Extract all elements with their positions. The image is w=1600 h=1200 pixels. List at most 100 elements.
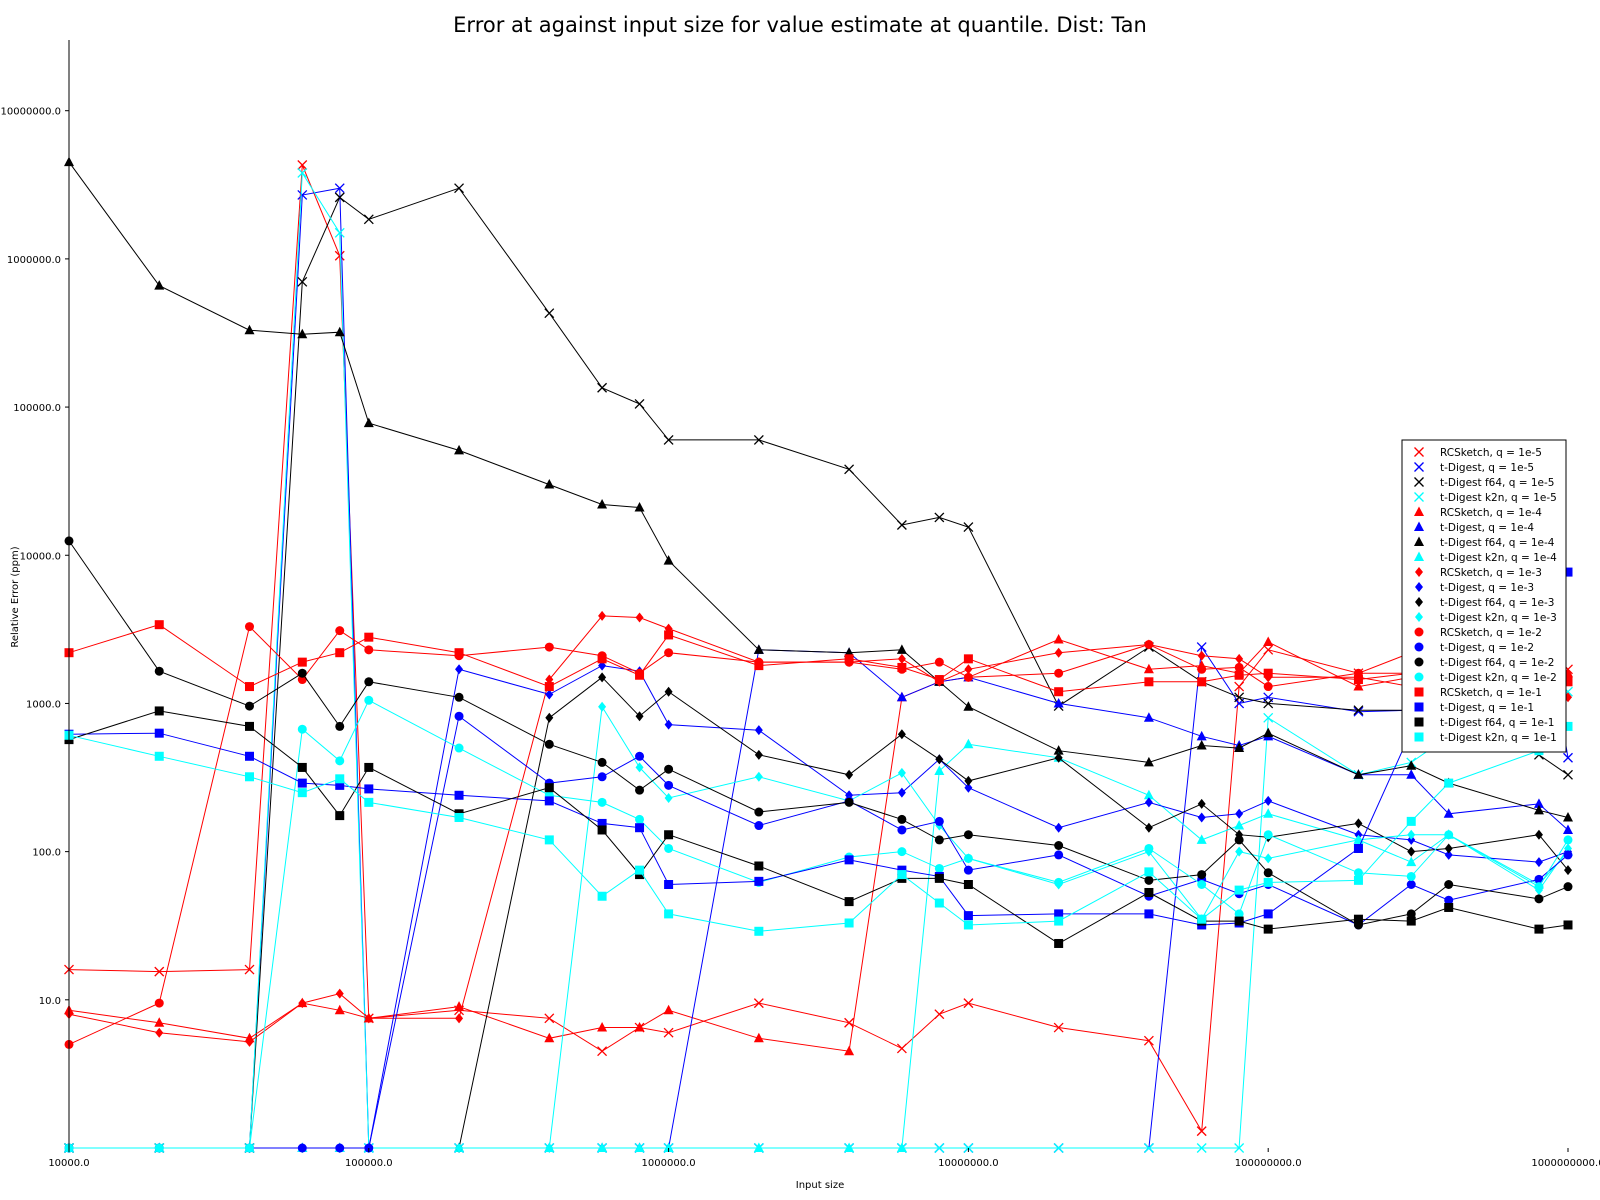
point-1-4 [334, 183, 345, 194]
point-12-16 [1054, 668, 1064, 678]
point-11-9 [635, 762, 644, 773]
legend-label-13: t-Digest, q = 1e-2 [1440, 642, 1534, 654]
series-16 [64, 620, 1573, 697]
point-9-6 [455, 664, 464, 675]
series-line-17 [68, 571, 1569, 926]
point-15-21 [1353, 868, 1363, 878]
point-2-15 [963, 522, 974, 533]
point-18-10 [664, 830, 674, 840]
point-18-8 [597, 825, 607, 835]
point-18-3 [297, 762, 307, 772]
point-0-16-b [1053, 1022, 1064, 1033]
legend-label-6: t-Digest f64, q = 1e-4 [1440, 537, 1555, 549]
point-14-17 [1144, 875, 1154, 885]
point-7-20 [1263, 808, 1274, 818]
point-2-5 [363, 214, 374, 225]
point-2-14 [934, 512, 945, 523]
point-14-20 [1263, 868, 1273, 878]
point-1-21-b [1353, 706, 1364, 717]
legend-label-15: t-Digest k2n, q = 1e-2 [1440, 672, 1557, 684]
point-14-16 [1054, 840, 1064, 850]
point-15-14 [934, 863, 944, 873]
series-line-15 [69, 699, 1569, 1149]
y-axis-label: Relative Error (ppm) [10, 546, 21, 647]
point-11-8 [598, 701, 607, 712]
point-0-3-b [297, 160, 308, 170]
point-15-1 [154, 1143, 164, 1153]
legend-marker-1-b [1414, 462, 1424, 472]
point-12-3 [297, 675, 307, 685]
point-18-4 [335, 811, 345, 821]
x-tick-label-2: 1000000.0 [642, 1158, 696, 1169]
point-14-1 [154, 666, 164, 676]
point-16-1 [154, 620, 164, 630]
y-tick-label-3: 10000.0 [20, 551, 61, 562]
point-9-19 [1235, 808, 1244, 819]
point-16-4 [335, 648, 345, 658]
point-15-8 [597, 797, 607, 807]
point-4-1 [154, 1017, 165, 1027]
x-tick-label-3: 10000000.0 [938, 1158, 998, 1169]
point-3-4-b [334, 227, 345, 238]
y-tick-label-1: 100.0 [32, 848, 61, 859]
point-5-24 [1533, 798, 1544, 808]
legend-label-18: t-Digest f64, q = 1e-1 [1440, 717, 1554, 729]
point-15-3 [297, 724, 307, 734]
series-17 [64, 567, 1573, 930]
point-15-18 [1197, 880, 1207, 890]
point-17-4 [335, 780, 345, 790]
point-8-4 [335, 988, 344, 999]
point-4-12 [844, 1045, 855, 1056]
point-1-3 [297, 190, 308, 200]
point-13-4 [335, 1143, 345, 1153]
point-13-24 [1534, 874, 1544, 884]
point-13-14 [934, 816, 944, 826]
point-6-19 [1234, 742, 1245, 753]
point-0-11 [753, 998, 764, 1009]
point-9-17 [1144, 797, 1153, 808]
point-7-17 [1143, 789, 1154, 800]
series-12 [64, 622, 1573, 1049]
point-0-18-b [1196, 1126, 1207, 1137]
legend-label-11: t-Digest k2n, q = 1e-3 [1440, 612, 1557, 624]
legend-marker-17 [1414, 702, 1424, 712]
point-19-9 [635, 865, 645, 875]
series-line-4 [68, 638, 1569, 1052]
series-18 [64, 706, 1573, 948]
point-17-9 [635, 823, 645, 833]
point-15-25 [1563, 835, 1573, 845]
point-18-2 [244, 721, 254, 731]
point-17-6 [454, 790, 464, 800]
point-9-11 [754, 725, 763, 736]
point-10-21 [1354, 818, 1363, 829]
series-line-16 [68, 624, 1569, 693]
point-0-13-b [896, 1043, 907, 1054]
point-9-24 [1534, 857, 1543, 868]
point-2-13 [896, 520, 907, 530]
point-17-1 [154, 728, 164, 738]
point-4-17 [1143, 663, 1154, 674]
point-9-10 [664, 719, 673, 730]
point-9-7 [545, 689, 554, 700]
point-12-20 [1263, 682, 1273, 692]
legend-label-5: t-Digest, q = 1e-4 [1440, 522, 1534, 534]
legend-label-12: RCSketch, q = 1e-2 [1440, 627, 1542, 639]
y-tick-label-4: 100000.0 [13, 403, 61, 414]
legend-marker-10 [1415, 597, 1423, 607]
legend-label-4: RCSketch, q = 1e-4 [1440, 507, 1542, 519]
point-8-5 [364, 1013, 373, 1024]
point-18-25 [1563, 920, 1573, 930]
point-13-6 [454, 711, 464, 721]
point-18-20 [1263, 924, 1273, 934]
point-0-15 [963, 998, 974, 1009]
legend-label-16: RCSketch, q = 1e-1 [1440, 687, 1542, 699]
point-18-11 [754, 861, 764, 871]
point-9-20 [1264, 795, 1273, 806]
point-6-17 [1143, 756, 1154, 767]
series-line-3 [69, 171, 1569, 1149]
point-2-12-b [844, 464, 855, 475]
point-1-18 [1196, 642, 1207, 653]
legend-marker-2 [1414, 477, 1424, 487]
point-15-5 [364, 695, 374, 705]
